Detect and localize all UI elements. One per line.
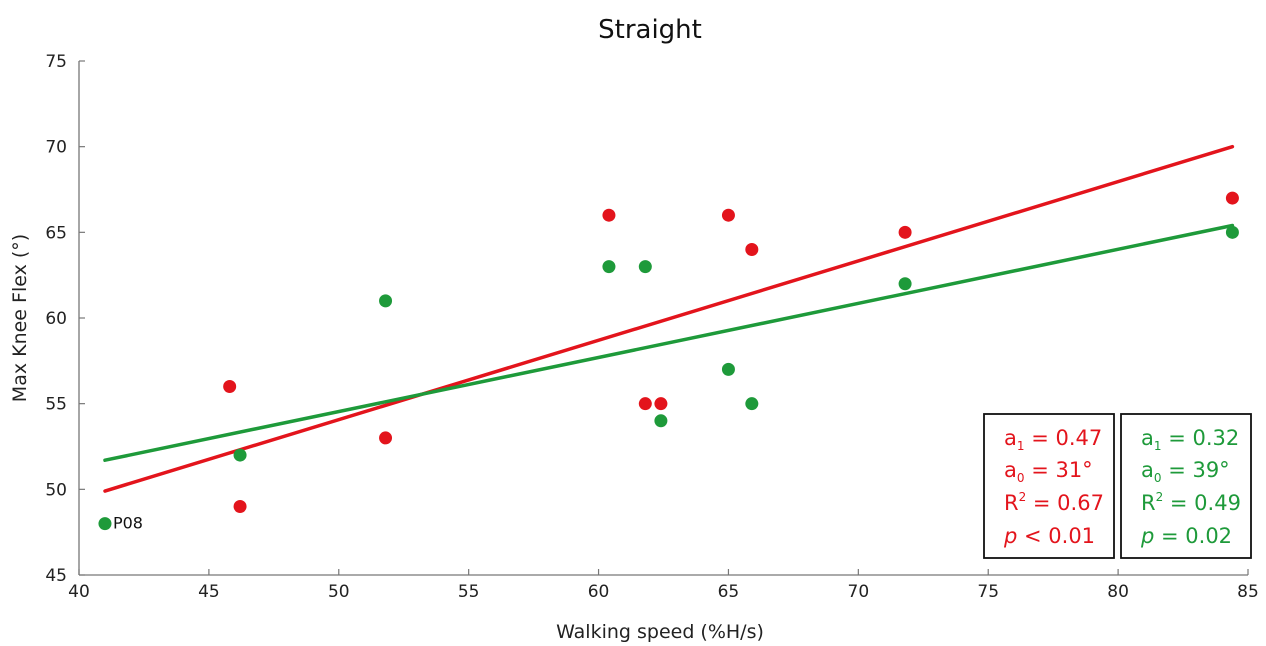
data-point-series-2 xyxy=(602,260,616,274)
chart-title: Straight xyxy=(598,15,702,45)
fit-lines xyxy=(103,144,1235,493)
fit-line-2 xyxy=(103,223,1235,462)
y-tick-label: 70 xyxy=(45,138,67,158)
stat-box-frame xyxy=(1120,413,1252,559)
y-tick-label: 45 xyxy=(45,566,67,586)
point-annotation: P08 xyxy=(113,514,143,533)
data-point-series-2 xyxy=(721,362,735,376)
stat-box-frame xyxy=(983,413,1115,559)
data-point-series-2 xyxy=(98,517,112,531)
stat-r2: R2 = 0.49 xyxy=(1141,490,1241,515)
data-point-series-2 xyxy=(745,397,759,411)
data-point-series-1 xyxy=(223,380,237,394)
stat-a1: a1 = 0.32 xyxy=(1141,426,1239,453)
y-tick-label: 60 xyxy=(45,309,67,329)
data-point-series-1 xyxy=(654,397,668,411)
stat-box-1: a1 = 0.47 a0 = 31° R2 = 0.67 p < 0.01 xyxy=(983,413,1115,559)
data-point-series-2 xyxy=(379,294,393,308)
x-tick-label: 40 xyxy=(68,582,90,602)
data-point-series-1 xyxy=(1225,191,1239,205)
x-tick-label: 55 xyxy=(458,582,480,602)
stat-box-2: a1 = 0.32 a0 = 39° R2 = 0.49 p = 0.02 xyxy=(1120,413,1252,559)
data-point-series-1 xyxy=(638,397,652,411)
stat-p: p = 0.02 xyxy=(1140,524,1232,548)
x-tick-label: 60 xyxy=(588,582,610,602)
stat-a0: a0 = 31° xyxy=(1004,458,1093,485)
data-point-series-2 xyxy=(898,277,912,291)
data-point-series-2 xyxy=(233,448,247,462)
data-point-series-1 xyxy=(379,431,393,445)
y-tick-label: 55 xyxy=(45,395,67,415)
y-tick-label: 50 xyxy=(45,480,67,500)
data-point-series-2 xyxy=(654,414,668,428)
x-tick-label: 65 xyxy=(718,582,740,602)
stat-a0: a0 = 39° xyxy=(1141,458,1230,485)
data-point-series-1 xyxy=(602,208,616,222)
data-point-series-1 xyxy=(721,208,735,222)
x-tick-label: 70 xyxy=(848,582,870,602)
x-tick-label: 45 xyxy=(198,582,220,602)
data-points xyxy=(98,191,1239,531)
data-point-series-1 xyxy=(233,499,247,513)
data-point-series-1 xyxy=(745,242,759,256)
x-tick-label: 75 xyxy=(977,582,999,602)
stat-a1: a1 = 0.47 xyxy=(1004,426,1102,453)
x-tick-label: 80 xyxy=(1107,582,1129,602)
annotations: P08 xyxy=(113,514,143,533)
stat-r2: R2 = 0.67 xyxy=(1004,490,1104,515)
x-tick-label: 50 xyxy=(328,582,350,602)
data-point-series-1 xyxy=(898,225,912,239)
data-point-series-2 xyxy=(638,260,652,274)
y-tick-label: 65 xyxy=(45,223,67,243)
x-tick-label: 85 xyxy=(1237,582,1259,602)
fit-line-1 xyxy=(103,144,1235,493)
y-axis-label: Max Knee Flex (°) xyxy=(9,234,31,402)
data-point-series-2 xyxy=(1225,225,1239,239)
x-axis-label: Walking speed (%H/s) xyxy=(556,621,764,643)
stat-p: p < 0.01 xyxy=(1003,524,1095,548)
y-tick-label: 75 xyxy=(45,52,67,72)
